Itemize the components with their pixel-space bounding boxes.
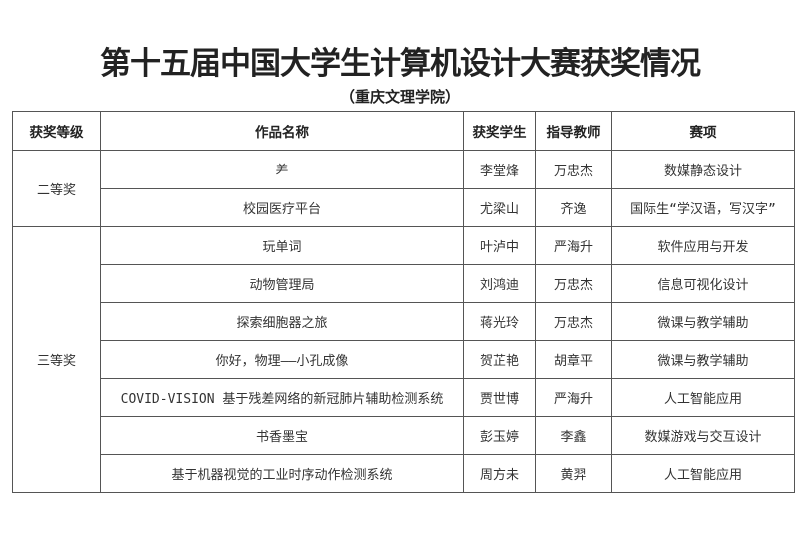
student-cell: 尤梁山	[463, 188, 536, 227]
work-name-cell: 校园医疗平台	[100, 188, 464, 227]
header-work: 作品名称	[100, 111, 464, 151]
page-subtitle: （重庆文理学院）	[339, 88, 460, 106]
award-level-cell: 三等奖	[12, 226, 101, 493]
table-row: 校园医疗平台 尤梁山 齐逸 国际生“学汉语，写汉字”	[13, 188, 795, 227]
awards-table: 获奖等级 作品名称 获奖学生 指导教师 赛项 二等奖⺶李堂烽 万忠杰 数媒静态设计校…	[12, 111, 795, 493]
table-row: 书香墨宝 彭玉婷 李鑫 数媒游戏与交互设计	[13, 416, 795, 455]
student-cell: 贾世博	[463, 378, 536, 417]
work-name-cell: 玩单词	[100, 226, 464, 265]
teacher-cell: 万忠杰	[535, 264, 612, 303]
category-cell: 信息可视化设计	[611, 264, 795, 303]
category-cell: 微课与教学辅助	[611, 302, 795, 341]
table-row: 你好，物理——小孔成像 贺芷艳 胡章平 微课与教学辅助	[13, 340, 795, 379]
category-cell: 数媒游戏与交互设计	[611, 416, 795, 455]
work-name-cell: 书香墨宝	[100, 416, 464, 455]
teacher-cell: 齐逸	[535, 188, 612, 227]
table-row: 基于机器视觉的工业时序动作检测系统 周方未 黄羿 人工智能应用	[13, 454, 795, 493]
table-header-row: 获奖等级 作品名称 获奖学生 指导教师 赛项	[12, 111, 795, 151]
student-cell: 蒋光玲	[463, 302, 536, 341]
teacher-cell: 胡章平	[535, 340, 612, 379]
category-cell: 数媒静态设计	[611, 150, 795, 189]
header-student: 获奖学生	[463, 111, 536, 151]
student-cell: 刘鸿迪	[463, 264, 536, 303]
student-cell: 李堂烽	[463, 150, 536, 189]
work-name-cell: ⺶	[100, 150, 464, 189]
table-row: 三等奖 玩单词 叶泸中 严海升 软件应用与开发	[12, 226, 795, 493]
award-level-cell: 二等奖	[12, 150, 101, 227]
category-cell: 人工智能应用	[611, 454, 795, 493]
header-teacher: 指导教师	[535, 111, 612, 151]
teacher-cell: 万忠杰	[535, 302, 612, 341]
table-row: 二等奖⺶李堂烽 万忠杰 数媒静态设计	[12, 150, 795, 227]
page-title: 第十五届中国大学生计算机设计大赛获奖情况	[100, 46, 701, 82]
table-row: COVID-VISION 基于残差网络的新冠肺片辅助检测系统 贾世博 严海升 人工智能…	[13, 378, 795, 417]
student-cell: 叶泸中	[463, 226, 536, 265]
table-row: 探索细胞器之旅 蒋光玲 万忠杰 微课与教学辅助	[13, 302, 795, 341]
table-row: 动物管理局 刘鸿迪 万忠杰 信息可视化设计	[13, 264, 795, 303]
work-name-cell: COVID-VISION 基于残差网络的新冠肺片辅助检测系统	[100, 378, 464, 417]
category-cell: 人工智能应用	[611, 378, 795, 417]
teacher-cell: 严海升	[535, 226, 612, 265]
teacher-cell: 黄羿	[535, 454, 612, 493]
student-cell: 贺芷艳	[463, 340, 536, 379]
work-name-cell: 基于机器视觉的工业时序动作检测系统	[100, 454, 464, 493]
student-cell: 周方未	[463, 454, 536, 493]
header-category: 赛项	[611, 111, 795, 151]
work-name-cell: 探索细胞器之旅	[100, 302, 464, 341]
teacher-cell: 李鑫	[535, 416, 612, 455]
teacher-cell: 严海升	[535, 378, 612, 417]
student-cell: 彭玉婷	[463, 416, 536, 455]
category-cell: 微课与教学辅助	[611, 340, 795, 379]
header-level: 获奖等级	[12, 111, 101, 151]
work-name-cell: 动物管理局	[100, 264, 464, 303]
work-name-cell: 你好，物理——小孔成像	[100, 340, 464, 379]
teacher-cell: 万忠杰	[535, 150, 612, 189]
category-cell: 软件应用与开发	[611, 226, 795, 265]
category-cell: 国际生“学汉语，写汉字”	[611, 188, 795, 227]
